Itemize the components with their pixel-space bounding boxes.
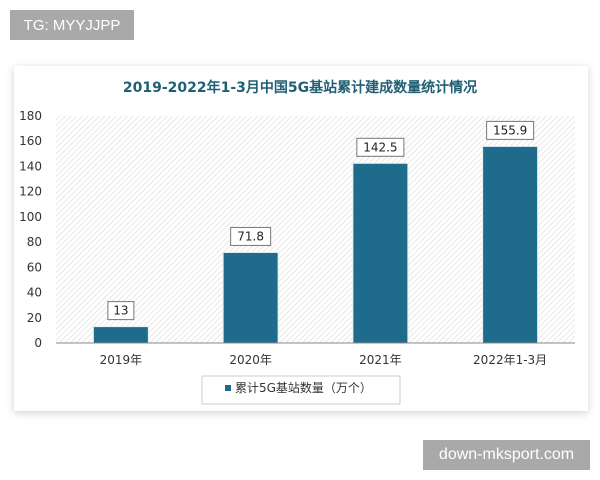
- watermark-bottom-right: down-mksport.com: [423, 440, 590, 470]
- x-tick-label: 2020年: [229, 353, 272, 367]
- data-label: 71.8: [237, 229, 264, 243]
- y-tick-label: 180: [19, 109, 42, 123]
- y-tick-label: 20: [27, 311, 42, 325]
- data-label-box: [356, 137, 405, 157]
- x-tick-label: 2021年: [359, 353, 402, 367]
- legend-swatch: [225, 385, 231, 391]
- x-tick-label: 2019年: [100, 353, 143, 367]
- data-label-box: [107, 301, 135, 321]
- y-tick-label: 140: [19, 159, 42, 173]
- bar: [482, 145, 539, 344]
- data-label-box: [230, 226, 272, 246]
- y-tick-label: 0: [34, 336, 42, 350]
- y-tick-label: 160: [19, 134, 42, 148]
- bar: [352, 162, 409, 344]
- y-tick-label: 40: [27, 286, 42, 300]
- x-tick-label: 2022年1-3月: [473, 353, 547, 367]
- legend-label: 累计5G基站数量（万个）: [235, 380, 372, 395]
- legend: 累计5G基站数量（万个）: [201, 375, 401, 405]
- bar: [92, 326, 149, 344]
- watermark-top-left: TG: MYYJJPP: [10, 10, 134, 40]
- y-tick-label: 100: [19, 210, 42, 224]
- data-label-box: [486, 120, 535, 140]
- y-tick-label: 80: [27, 235, 42, 249]
- data-label: 155.9: [493, 123, 527, 137]
- bar: [222, 251, 279, 344]
- y-tick-label: 120: [19, 185, 42, 199]
- y-tick-label: 60: [27, 260, 42, 274]
- chart-title: 2019-2022年1-3月中国5G基站累计建成数量统计情况: [123, 79, 477, 96]
- data-label: 142.5: [363, 140, 397, 154]
- data-label: 13: [113, 304, 128, 318]
